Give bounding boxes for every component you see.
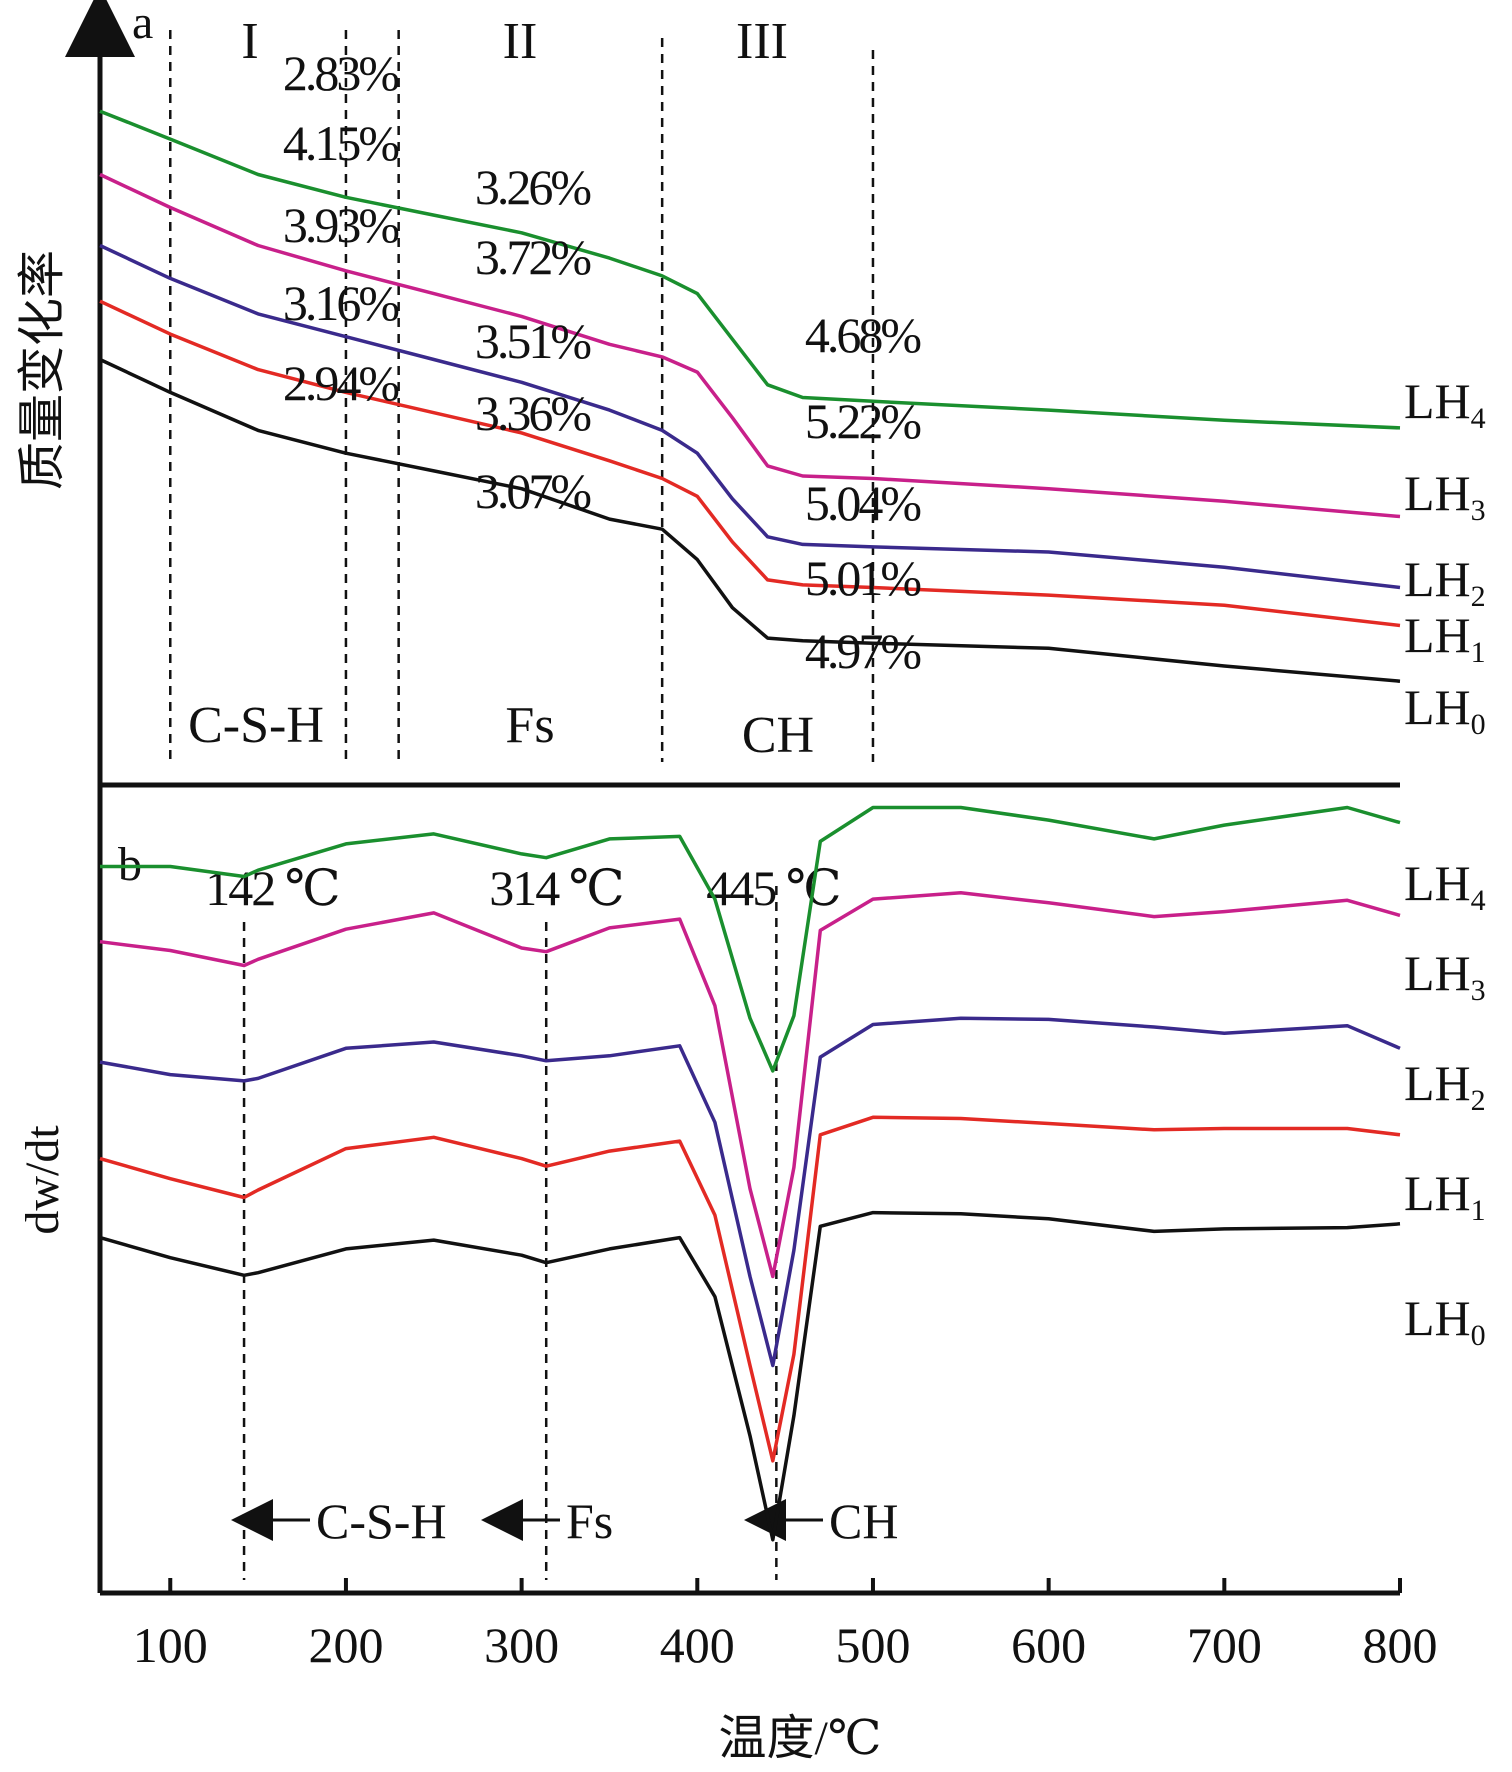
- mass-loss-label-lh1-1: 3.16%: [283, 275, 399, 331]
- x-tick-label-100: 100: [133, 1617, 208, 1673]
- series-label-a-lh3: LH3: [1404, 465, 1486, 527]
- tga-line-lh4: [99, 109, 1401, 430]
- mass-loss-label-lh2-1: 3.93%: [283, 197, 399, 253]
- series-label-a-lh1: LH1: [1404, 607, 1486, 669]
- dtg-line-lh3: [99, 891, 1401, 1279]
- mass-loss-label-lh3-3: 5.22%: [805, 393, 921, 449]
- region-numeral-1: I: [241, 13, 258, 70]
- series-label-b-lh2: LH2: [1404, 1055, 1486, 1117]
- y-axis-title-a: 质量变化率: [16, 250, 69, 490]
- mass-loss-label-lh3-2: 3.72%: [475, 229, 591, 285]
- dtg-line-lh4: [100, 805, 1401, 1073]
- x-tick-label-600: 600: [1011, 1617, 1086, 1673]
- panel-letter-a: a: [132, 0, 153, 49]
- tga-line-lh0: [99, 357, 1401, 683]
- phase-label-c-s-h: C-S-H: [316, 1493, 447, 1549]
- x-axis-ticks: 100 200 300 400 500 600 700 800: [133, 1578, 1438, 1673]
- x-axis-title: 温度/℃: [718, 1712, 881, 1765]
- region-phase-fs: Fs: [505, 697, 554, 754]
- x-tick-label-800: 800: [1363, 1617, 1438, 1673]
- series-label-b-lh3: LH3: [1404, 945, 1486, 1007]
- peak-label-142: 142 ℃: [205, 860, 338, 916]
- tga-line-lh1: [99, 299, 1401, 628]
- series-label-b-lh0: LH0: [1404, 1290, 1486, 1352]
- tga-line-lh2: [99, 243, 1401, 590]
- mass-loss-label-lh2-3: 5.04%: [805, 475, 921, 531]
- phase-label-fs: Fs: [566, 1493, 613, 1549]
- series-label-a-lh4: LH4: [1404, 373, 1486, 435]
- region-numeral-3: III: [736, 13, 788, 70]
- mass-loss-label-lh0-1: 2.94%: [283, 355, 399, 411]
- mass-loss-label-lh4-1: 2.83%: [283, 45, 399, 101]
- mass-loss-label-lh0-3: 4.97%: [805, 623, 921, 679]
- mass-loss-label-lh1-3: 5.01%: [805, 550, 921, 606]
- x-tick-label-500: 500: [835, 1617, 910, 1673]
- region-phase-c-s-h: C-S-H: [188, 697, 324, 754]
- series-label-a-lh2: LH2: [1404, 551, 1486, 613]
- mass-loss-label-lh4-3: 4.68%: [805, 307, 921, 363]
- y-axis-title-b: dw/dt: [16, 1125, 69, 1235]
- dtg-panel: 142 ℃ 314 ℃ 445 ℃ C-S-H Fs CH LH4 LH3 LH2 LH1 LH0: [99, 805, 1486, 1580]
- series-label-b-lh4: LH4: [1404, 855, 1486, 917]
- peak-label-445: 445 ℃: [706, 860, 839, 916]
- phase-label-ch: CH: [829, 1493, 898, 1549]
- tga-line-lh3: [99, 172, 1401, 519]
- series-label-a-lh0: LH0: [1404, 679, 1486, 741]
- mass-loss-label-lh2-2: 3.51%: [475, 313, 591, 369]
- dtg-line-lh1: [99, 1115, 1401, 1463]
- region-phase-ch: CH: [742, 707, 814, 764]
- x-tick-label-700: 700: [1187, 1617, 1262, 1673]
- series-label-b-lh1: LH1: [1404, 1165, 1486, 1227]
- region-numeral-2: II: [503, 13, 538, 70]
- mass-loss-label-lh4-2: 3.26%: [475, 159, 591, 215]
- x-tick-label-400: 400: [660, 1617, 735, 1673]
- x-tick-label-300: 300: [484, 1617, 559, 1673]
- peak-label-314: 314 ℃: [489, 860, 622, 916]
- mass-loss-label-lh0-2: 3.07%: [475, 463, 591, 519]
- dtg-line-lh0: [99, 1210, 1401, 1542]
- mass-loss-label-lh3-1: 4.15%: [283, 115, 399, 171]
- panel-letter-b: b: [118, 838, 142, 891]
- dtg-line-lh2: [99, 1016, 1401, 1368]
- x-tick-label-200: 200: [308, 1617, 383, 1673]
- mass-loss-label-lh1-2: 3.36%: [475, 385, 591, 441]
